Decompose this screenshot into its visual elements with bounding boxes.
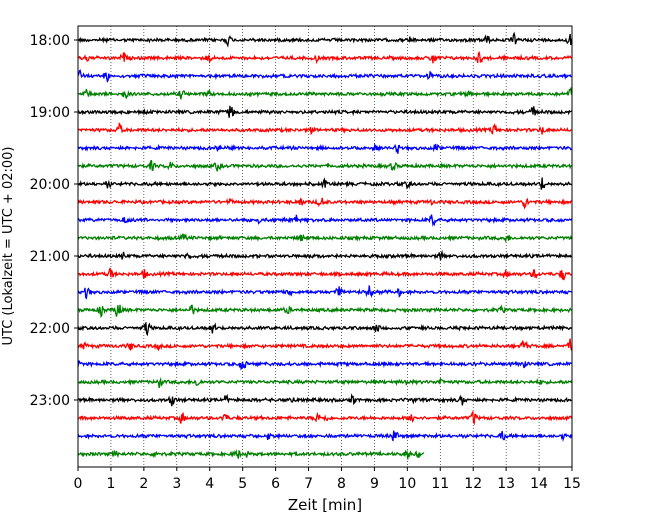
trace-2330	[77, 430, 573, 442]
x-tick-label: 7	[304, 476, 313, 492]
x-tick-label: 13	[497, 476, 515, 492]
x-tick-label: 14	[530, 476, 548, 492]
x-tick-label: 10	[398, 476, 416, 492]
x-axis-label: Zeit [min]	[288, 496, 362, 514]
trace-2030	[77, 214, 573, 227]
x-tick-label: 2	[139, 476, 148, 492]
trace-2245	[77, 376, 573, 388]
trace-2230	[77, 360, 572, 371]
y-axis: 18:00 19:00 20:00 21:00 22:00 23:00	[30, 33, 78, 409]
trace-1915	[77, 121, 572, 136]
trace-1830	[77, 68, 572, 83]
x-tick-label: 12	[464, 476, 482, 492]
y-tick-label: 23:00	[30, 393, 70, 409]
trace-2215	[77, 338, 573, 352]
trace-2345	[77, 448, 425, 460]
y-tick-label: 19:00	[30, 105, 70, 121]
trace-2045	[77, 233, 573, 244]
x-tick-label: 9	[370, 476, 379, 492]
trace-2300	[77, 393, 572, 407]
trace-2200	[77, 322, 573, 337]
trace-1945	[77, 159, 572, 172]
x-tick-label: 0	[74, 476, 83, 492]
trace-2015	[77, 197, 572, 210]
x-tick-label: 3	[172, 476, 181, 492]
x-tick-label: 5	[238, 476, 247, 492]
trace-2130	[77, 285, 572, 300]
x-tick-label: 4	[205, 476, 214, 492]
traces	[77, 31, 573, 460]
trace-1815	[77, 50, 573, 65]
x-tick-label: 15	[563, 476, 581, 492]
trace-1900	[77, 105, 572, 118]
trace-2145	[77, 304, 572, 319]
trace-2000	[77, 177, 573, 190]
trace-1845	[77, 86, 573, 100]
x-tick-label: 6	[271, 476, 280, 492]
x-tick-label: 11	[431, 476, 449, 492]
y-tick-label: 22:00	[30, 321, 70, 337]
plot-frame	[77, 25, 573, 468]
x-tick-label: 8	[337, 476, 346, 492]
x-axis: 0 1 2 3 4 5 6 7 8 9 10 11 12 13 14 15	[74, 467, 581, 492]
y-axis-label: UTC (Lokalzeit = UTC + 02:00)	[1, 147, 16, 346]
y-tick-label: 20:00	[30, 177, 70, 193]
trace-1930	[77, 142, 572, 154]
y-tick-label: 18:00	[30, 33, 70, 49]
x-tick-label: 1	[106, 476, 115, 492]
trace-2100	[77, 249, 573, 261]
trace-2115	[77, 267, 572, 281]
trace-1800	[77, 31, 573, 48]
trace-2315	[77, 410, 573, 426]
y-tick-label: 21:00	[30, 249, 70, 265]
